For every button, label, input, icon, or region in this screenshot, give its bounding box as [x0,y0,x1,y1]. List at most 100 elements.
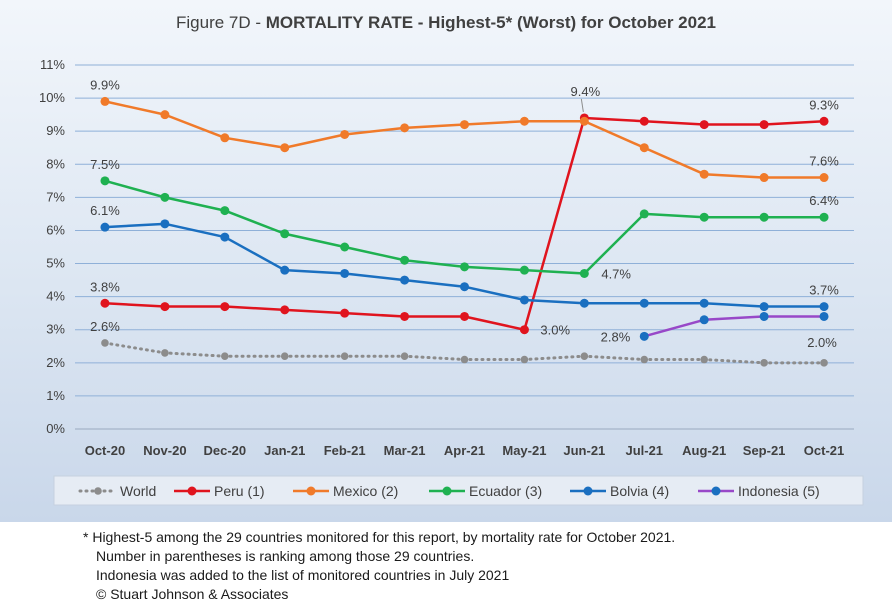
legend-label: Ecuador (3) [469,483,542,499]
series-line [104,179,825,275]
data-label: 4.7% [601,266,631,281]
gridlines [75,64,854,430]
legend-label: World [120,483,156,499]
series-1 [100,113,829,335]
data-label: 2.0% [807,335,837,350]
label-leader-line [580,98,584,113]
data-point [160,219,170,229]
series-line [643,315,825,338]
data-point [460,262,469,272]
data-point [759,173,769,183]
data-point [340,129,350,139]
data-point [400,255,410,265]
data-point [160,110,170,120]
x-category-label: Oct-20 [85,443,125,458]
data-point [280,305,290,315]
data-point [220,302,230,312]
data-label: 9.4% [571,84,601,99]
data-point [460,282,469,292]
data-point [639,298,649,308]
data-point [579,268,589,278]
data-point [280,229,290,239]
data-point [400,275,410,285]
data-point [100,176,110,186]
data-label: 6.1% [90,203,120,218]
legend-marker [711,486,721,496]
data-point [699,315,709,325]
data-point [100,222,110,232]
data-label: 9.3% [809,97,839,112]
y-tick-label: 8% [46,156,65,171]
y-tick-label: 4% [46,289,65,304]
data-point [400,352,409,361]
series-0 [101,339,828,367]
data-point [101,339,109,347]
x-category-label: Mar-21 [384,443,426,458]
data-point [460,355,469,364]
data-point [221,352,229,361]
data-point [160,192,170,202]
data-point [759,311,769,321]
footnote-line-3: Indonesia was added to the list of monit… [96,567,510,583]
data-point [639,143,649,153]
y-tick-label: 5% [46,256,65,271]
legend: World Peru (1) Mexico (2) Ecuador (3) Bolvia… [53,475,864,506]
chart-area: Figure 7D - MORTALITY RATE - Highest-5* … [0,0,892,522]
data-point [759,120,769,130]
data-point [400,311,410,321]
data-labels: 2.6% 2.0% 3.8% 3.0% 9.4% 9.3% 9.9% 7.6% 7.5% 4.7%… [90,77,839,349]
data-point [519,116,529,126]
y-tick-label: 0% [46,421,65,436]
legend-marker [306,486,316,496]
data-point [639,209,649,219]
legend-marker [442,486,452,496]
data-point [819,311,829,321]
data-point [519,295,529,305]
data-label: 6.4% [809,193,839,208]
data-point [220,206,230,216]
data-label: 3.7% [809,283,839,298]
chart-title-prefix: Figure 7D - [176,13,266,32]
data-point [580,352,589,361]
x-category-label: Dec-20 [203,443,246,458]
data-point [280,352,289,361]
data-label: 7.5% [90,157,120,172]
legend-label: Bolvia (4) [610,483,669,499]
data-point [579,116,589,126]
y-axis-ticks: 0% 1% 2% 3% 4% 5% 6% 7% 8% 9% 10% 11% [39,57,65,436]
y-tick-label: 11% [40,57,65,72]
data-point [699,169,709,179]
legend-entry: Peru (1) [174,483,265,499]
copyright-line: © Stuart Johnson & Associates [96,586,289,602]
y-tick-label: 9% [46,123,65,138]
mortality-line-chart: Figure 7D - MORTALITY RATE - Highest-5* … [39,13,864,506]
x-category-label: Sep-21 [743,443,786,458]
data-point [520,355,529,364]
legend-entry: Mexico (2) [293,483,398,499]
data-point [579,298,589,308]
data-point [519,265,529,275]
data-point [819,212,829,222]
series-2 [100,96,829,183]
series-4 [100,219,829,312]
data-point [220,133,230,143]
series-line [104,100,825,179]
data-point [161,349,169,357]
x-axis-categories: Oct-20 Nov-20 Dec-20 Jan-21 Feb-21 Mar-21 Apr-… [85,443,845,458]
legend-entry: Bolvia (4) [570,483,669,499]
data-point [100,298,110,308]
x-category-label: Oct-21 [804,443,844,458]
data-point [819,116,829,126]
x-category-label: Jun-21 [563,443,605,458]
data-point [700,355,708,364]
data-point [759,212,769,222]
data-point [340,352,349,361]
legend-marker [94,487,102,495]
data-point [519,325,529,335]
x-category-label: Feb-21 [324,443,366,458]
data-label: 7.6% [809,154,839,169]
legend-marker [187,486,197,496]
footnotes: * Highest-5 among the 29 countries monit… [83,528,883,604]
data-point [460,311,469,321]
data-point [640,355,649,364]
